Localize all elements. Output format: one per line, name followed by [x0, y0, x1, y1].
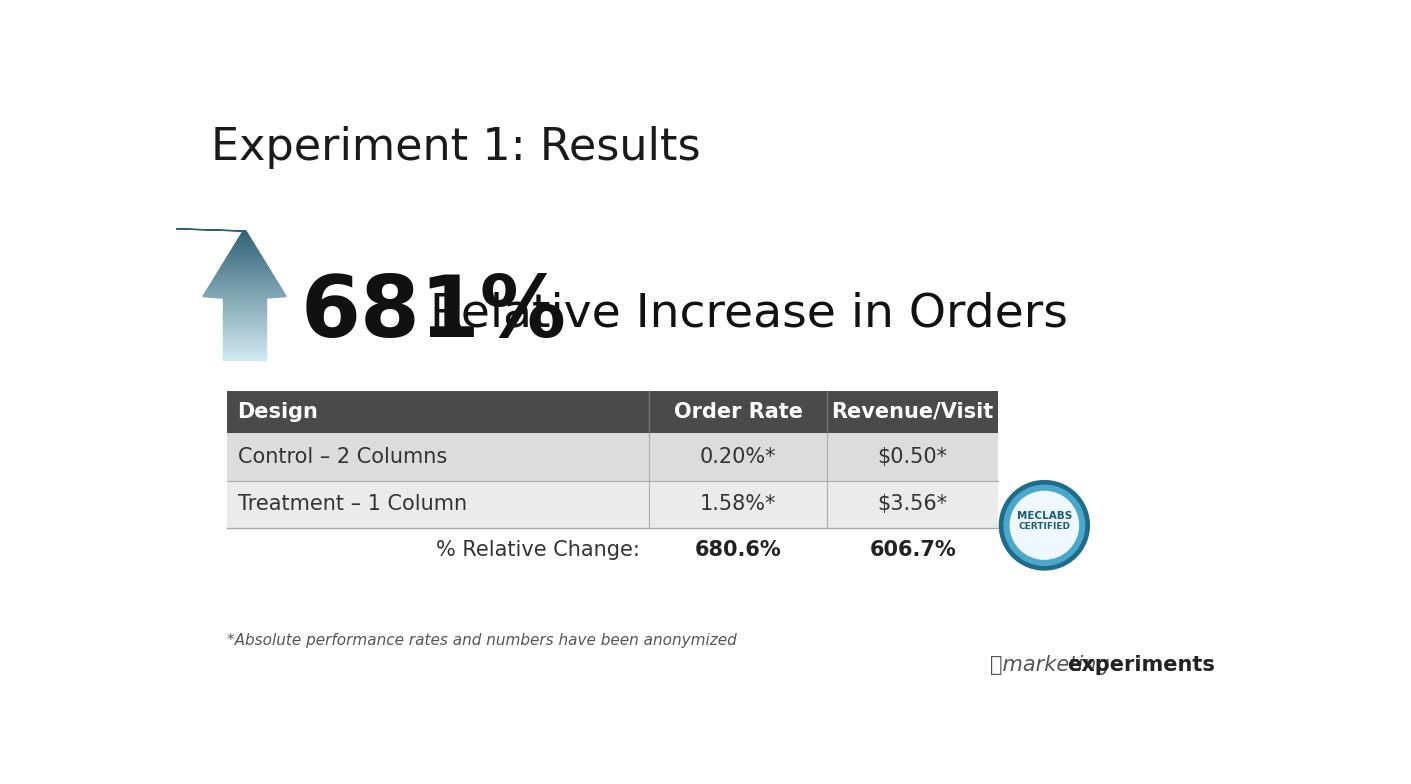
Text: 680.6%: 680.6%: [694, 539, 782, 560]
Polygon shape: [223, 336, 267, 338]
Polygon shape: [223, 332, 267, 333]
Polygon shape: [229, 252, 261, 255]
Polygon shape: [223, 299, 267, 301]
Bar: [227, 433, 998, 481]
Polygon shape: [223, 325, 267, 327]
Polygon shape: [231, 249, 258, 251]
Text: MECLABS: MECLABS: [1017, 511, 1072, 521]
Text: Control – 2 Columns: Control – 2 Columns: [237, 447, 447, 466]
Polygon shape: [223, 307, 267, 310]
Text: Relative Increase in Orders: Relative Increase in Orders: [415, 291, 1068, 336]
Polygon shape: [223, 310, 267, 312]
Polygon shape: [209, 285, 281, 288]
Polygon shape: [207, 288, 282, 290]
Text: 681%: 681%: [301, 272, 566, 355]
Polygon shape: [223, 358, 267, 360]
Polygon shape: [176, 229, 246, 231]
Circle shape: [999, 481, 1089, 570]
Polygon shape: [203, 296, 286, 298]
Text: Design: Design: [237, 401, 319, 422]
Polygon shape: [238, 238, 251, 240]
Polygon shape: [234, 244, 255, 246]
Polygon shape: [206, 290, 284, 292]
Polygon shape: [212, 281, 278, 283]
Polygon shape: [236, 242, 254, 244]
Polygon shape: [223, 338, 267, 340]
Polygon shape: [223, 301, 267, 303]
Polygon shape: [223, 305, 267, 307]
Text: 1.58%*: 1.58%*: [700, 495, 776, 514]
Polygon shape: [223, 353, 267, 355]
Polygon shape: [237, 240, 253, 242]
Text: % Relative Change:: % Relative Change:: [436, 539, 639, 560]
Bar: [227, 481, 998, 528]
Polygon shape: [220, 266, 268, 268]
Polygon shape: [226, 257, 264, 260]
Text: 0.20%*: 0.20%*: [700, 447, 776, 466]
Polygon shape: [223, 312, 267, 314]
Polygon shape: [223, 344, 267, 347]
Polygon shape: [230, 251, 260, 252]
Polygon shape: [223, 329, 267, 332]
Polygon shape: [219, 268, 270, 270]
Text: Order Rate: Order Rate: [673, 401, 803, 422]
Polygon shape: [223, 347, 267, 349]
Text: *Absolute performance rates and numbers have been anonymized: *Absolute performance rates and numbers …: [227, 633, 737, 648]
Polygon shape: [213, 279, 277, 281]
Polygon shape: [213, 277, 275, 279]
Polygon shape: [223, 351, 267, 353]
Polygon shape: [223, 349, 267, 351]
Text: Treatment – 1 Column: Treatment – 1 Column: [237, 495, 467, 514]
Polygon shape: [223, 262, 267, 263]
Polygon shape: [223, 333, 267, 336]
Polygon shape: [223, 303, 267, 305]
Polygon shape: [205, 292, 285, 294]
Text: experiments: experiments: [1068, 655, 1215, 676]
Text: CERTIFIED: CERTIFIED: [1019, 522, 1071, 532]
Polygon shape: [223, 316, 267, 318]
Text: Revenue/Visit: Revenue/Visit: [831, 401, 993, 422]
Polygon shape: [223, 323, 267, 325]
Polygon shape: [223, 327, 267, 329]
Polygon shape: [223, 318, 267, 321]
Circle shape: [1005, 485, 1085, 565]
Polygon shape: [203, 294, 286, 296]
Polygon shape: [223, 355, 267, 358]
Bar: [227, 390, 998, 433]
Text: $3.56*: $3.56*: [878, 495, 948, 514]
Text: Experiment 1: Results: Experiment 1: Results: [212, 126, 701, 169]
Text: $0.50*: $0.50*: [878, 447, 948, 466]
Polygon shape: [223, 340, 267, 343]
Circle shape: [1010, 492, 1078, 559]
Polygon shape: [223, 321, 267, 323]
Polygon shape: [240, 233, 248, 235]
Polygon shape: [222, 263, 268, 266]
Polygon shape: [210, 283, 279, 285]
Polygon shape: [241, 231, 247, 233]
Polygon shape: [223, 343, 267, 344]
Text: 606.7%: 606.7%: [869, 539, 957, 560]
Polygon shape: [217, 270, 271, 273]
Polygon shape: [223, 314, 267, 316]
Polygon shape: [227, 255, 262, 257]
Polygon shape: [214, 274, 274, 277]
Polygon shape: [240, 235, 250, 238]
Polygon shape: [216, 273, 272, 274]
Polygon shape: [224, 260, 265, 262]
Text: ⮣marketing: ⮣marketing: [991, 655, 1109, 676]
Polygon shape: [233, 246, 257, 249]
